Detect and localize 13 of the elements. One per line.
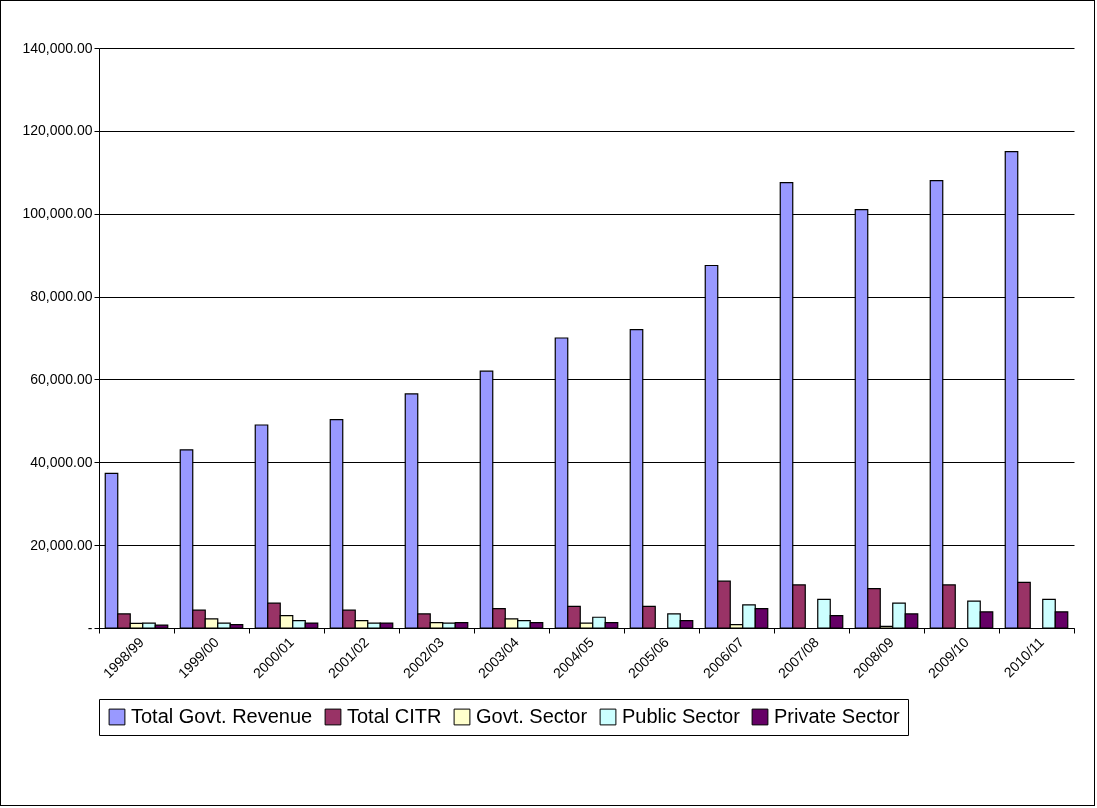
y-tick-label: 100,000.00 bbox=[22, 205, 93, 222]
y-tick-label: 20,000.00 bbox=[30, 536, 93, 553]
legend-label: Public Sector bbox=[622, 705, 741, 727]
legend-label: Total Govt. Revenue bbox=[131, 705, 313, 727]
y-tick-label: 60,000.00 bbox=[30, 370, 93, 387]
y-tick-label: 80,000.00 bbox=[30, 288, 93, 305]
legend-label: Private Sector bbox=[774, 705, 900, 727]
y-tick-label: 40,000.00 bbox=[30, 453, 93, 470]
legend-label: Total CITR bbox=[347, 705, 442, 727]
y-tick-label: - bbox=[87, 619, 93, 636]
y-tick-label: 120,000.00 bbox=[22, 122, 93, 139]
legend-label: Govt. Sector bbox=[476, 705, 588, 727]
y-tick-label: 140,000.00 bbox=[22, 39, 93, 56]
